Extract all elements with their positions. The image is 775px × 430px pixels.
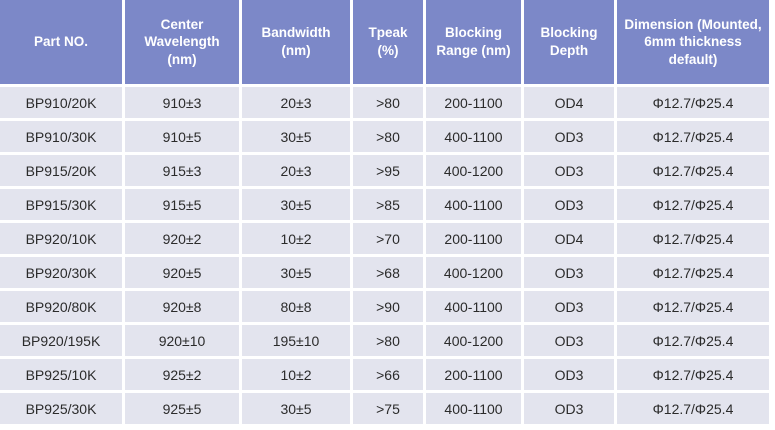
center-wavelength-cell: 920±8 — [125, 291, 239, 322]
center-wavelength-cell: 915±3 — [125, 155, 239, 186]
column-header-bandwidth: Bandwidth (nm) — [242, 0, 350, 84]
bandwidth-cell: 80±8 — [242, 291, 350, 322]
part-no-cell: BP920/195K — [0, 325, 122, 356]
dimension-cell: Φ12.7/Φ25.4 — [617, 121, 769, 152]
center-wavelength-cell: 920±10 — [125, 325, 239, 356]
blocking-depth-cell: OD3 — [524, 291, 614, 322]
dimension-cell: Φ12.7/Φ25.4 — [617, 291, 769, 322]
center-wavelength-cell: 910±3 — [125, 87, 239, 118]
part-no-cell: BP925/30K — [0, 393, 122, 424]
bandwidth-cell: 10±2 — [242, 223, 350, 254]
tpeak-cell: >80 — [353, 325, 423, 356]
column-header-blocking-range: Blocking Range (nm) — [426, 0, 521, 84]
blocking-depth-cell: OD4 — [524, 87, 614, 118]
part-no-cell: BP925/10K — [0, 359, 122, 390]
dimension-cell: Φ12.7/Φ25.4 — [617, 155, 769, 186]
part-no-cell: BP915/30K — [0, 189, 122, 220]
blocking-depth-cell: OD3 — [524, 325, 614, 356]
part-no-cell: BP920/80K — [0, 291, 122, 322]
blocking-depth-cell: OD4 — [524, 223, 614, 254]
blocking-range-cell: 200-1100 — [426, 223, 521, 254]
blocking-range-cell: 400-1200 — [426, 325, 521, 356]
part-no-cell: BP920/30K — [0, 257, 122, 288]
tpeak-cell: >95 — [353, 155, 423, 186]
center-wavelength-cell: 915±5 — [125, 189, 239, 220]
dimension-cell: Φ12.7/Φ25.4 — [617, 257, 769, 288]
column-header-tpeak: Tpeak (%) — [353, 0, 423, 84]
part-no-cell: BP920/10K — [0, 223, 122, 254]
bandwidth-cell: 30±5 — [242, 189, 350, 220]
dimension-cell: Φ12.7/Φ25.4 — [617, 223, 769, 254]
filter-spec-table: Part NO. Center Wavelength (nm) Bandwidth … — [0, 0, 769, 424]
part-no-cell: BP915/20K — [0, 155, 122, 186]
blocking-range-cell: 400-1100 — [426, 291, 521, 322]
tpeak-cell: >75 — [353, 393, 423, 424]
dimension-cell: Φ12.7/Φ25.4 — [617, 393, 769, 424]
part-no-cell: BP910/20K — [0, 87, 122, 118]
blocking-range-cell: 400-1200 — [426, 155, 521, 186]
bandwidth-cell: 30±5 — [242, 121, 350, 152]
center-wavelength-cell: 925±5 — [125, 393, 239, 424]
tpeak-cell: >70 — [353, 223, 423, 254]
tpeak-cell: >80 — [353, 121, 423, 152]
bandwidth-cell: 10±2 — [242, 359, 350, 390]
part-no-cell: BP910/30K — [0, 121, 122, 152]
center-wavelength-cell: 910±5 — [125, 121, 239, 152]
blocking-range-cell: 200-1100 — [426, 359, 521, 390]
tpeak-cell: >66 — [353, 359, 423, 390]
blocking-depth-cell: OD3 — [524, 155, 614, 186]
center-wavelength-cell: 920±5 — [125, 257, 239, 288]
tpeak-cell: >90 — [353, 291, 423, 322]
column-header-blocking-depth: Blocking Depth — [524, 0, 614, 84]
blocking-range-cell: 400-1100 — [426, 393, 521, 424]
bandwidth-cell: 20±3 — [242, 87, 350, 118]
blocking-depth-cell: OD3 — [524, 121, 614, 152]
blocking-depth-cell: OD3 — [524, 393, 614, 424]
blocking-depth-cell: OD3 — [524, 189, 614, 220]
column-header-dimension: Dimension (Mounted, 6mm thickness defaul… — [617, 0, 769, 84]
bandwidth-cell: 30±5 — [242, 393, 350, 424]
blocking-range-cell: 400-1100 — [426, 121, 521, 152]
dimension-cell: Φ12.7/Φ25.4 — [617, 325, 769, 356]
center-wavelength-cell: 925±2 — [125, 359, 239, 390]
blocking-depth-cell: OD3 — [524, 359, 614, 390]
center-wavelength-cell: 920±2 — [125, 223, 239, 254]
dimension-cell: Φ12.7/Φ25.4 — [617, 189, 769, 220]
blocking-range-cell: 400-1100 — [426, 189, 521, 220]
tpeak-cell: >85 — [353, 189, 423, 220]
bandwidth-cell: 195±10 — [242, 325, 350, 356]
blocking-range-cell: 200-1100 — [426, 87, 521, 118]
bandwidth-cell: 20±3 — [242, 155, 350, 186]
tpeak-cell: >68 — [353, 257, 423, 288]
blocking-depth-cell: OD3 — [524, 257, 614, 288]
column-header-part-no: Part NO. — [0, 0, 122, 84]
tpeak-cell: >80 — [353, 87, 423, 118]
dimension-cell: Φ12.7/Φ25.4 — [617, 87, 769, 118]
bandwidth-cell: 30±5 — [242, 257, 350, 288]
blocking-range-cell: 400-1200 — [426, 257, 521, 288]
column-header-center-wavelength: Center Wavelength (nm) — [125, 0, 239, 84]
dimension-cell: Φ12.7/Φ25.4 — [617, 359, 769, 390]
